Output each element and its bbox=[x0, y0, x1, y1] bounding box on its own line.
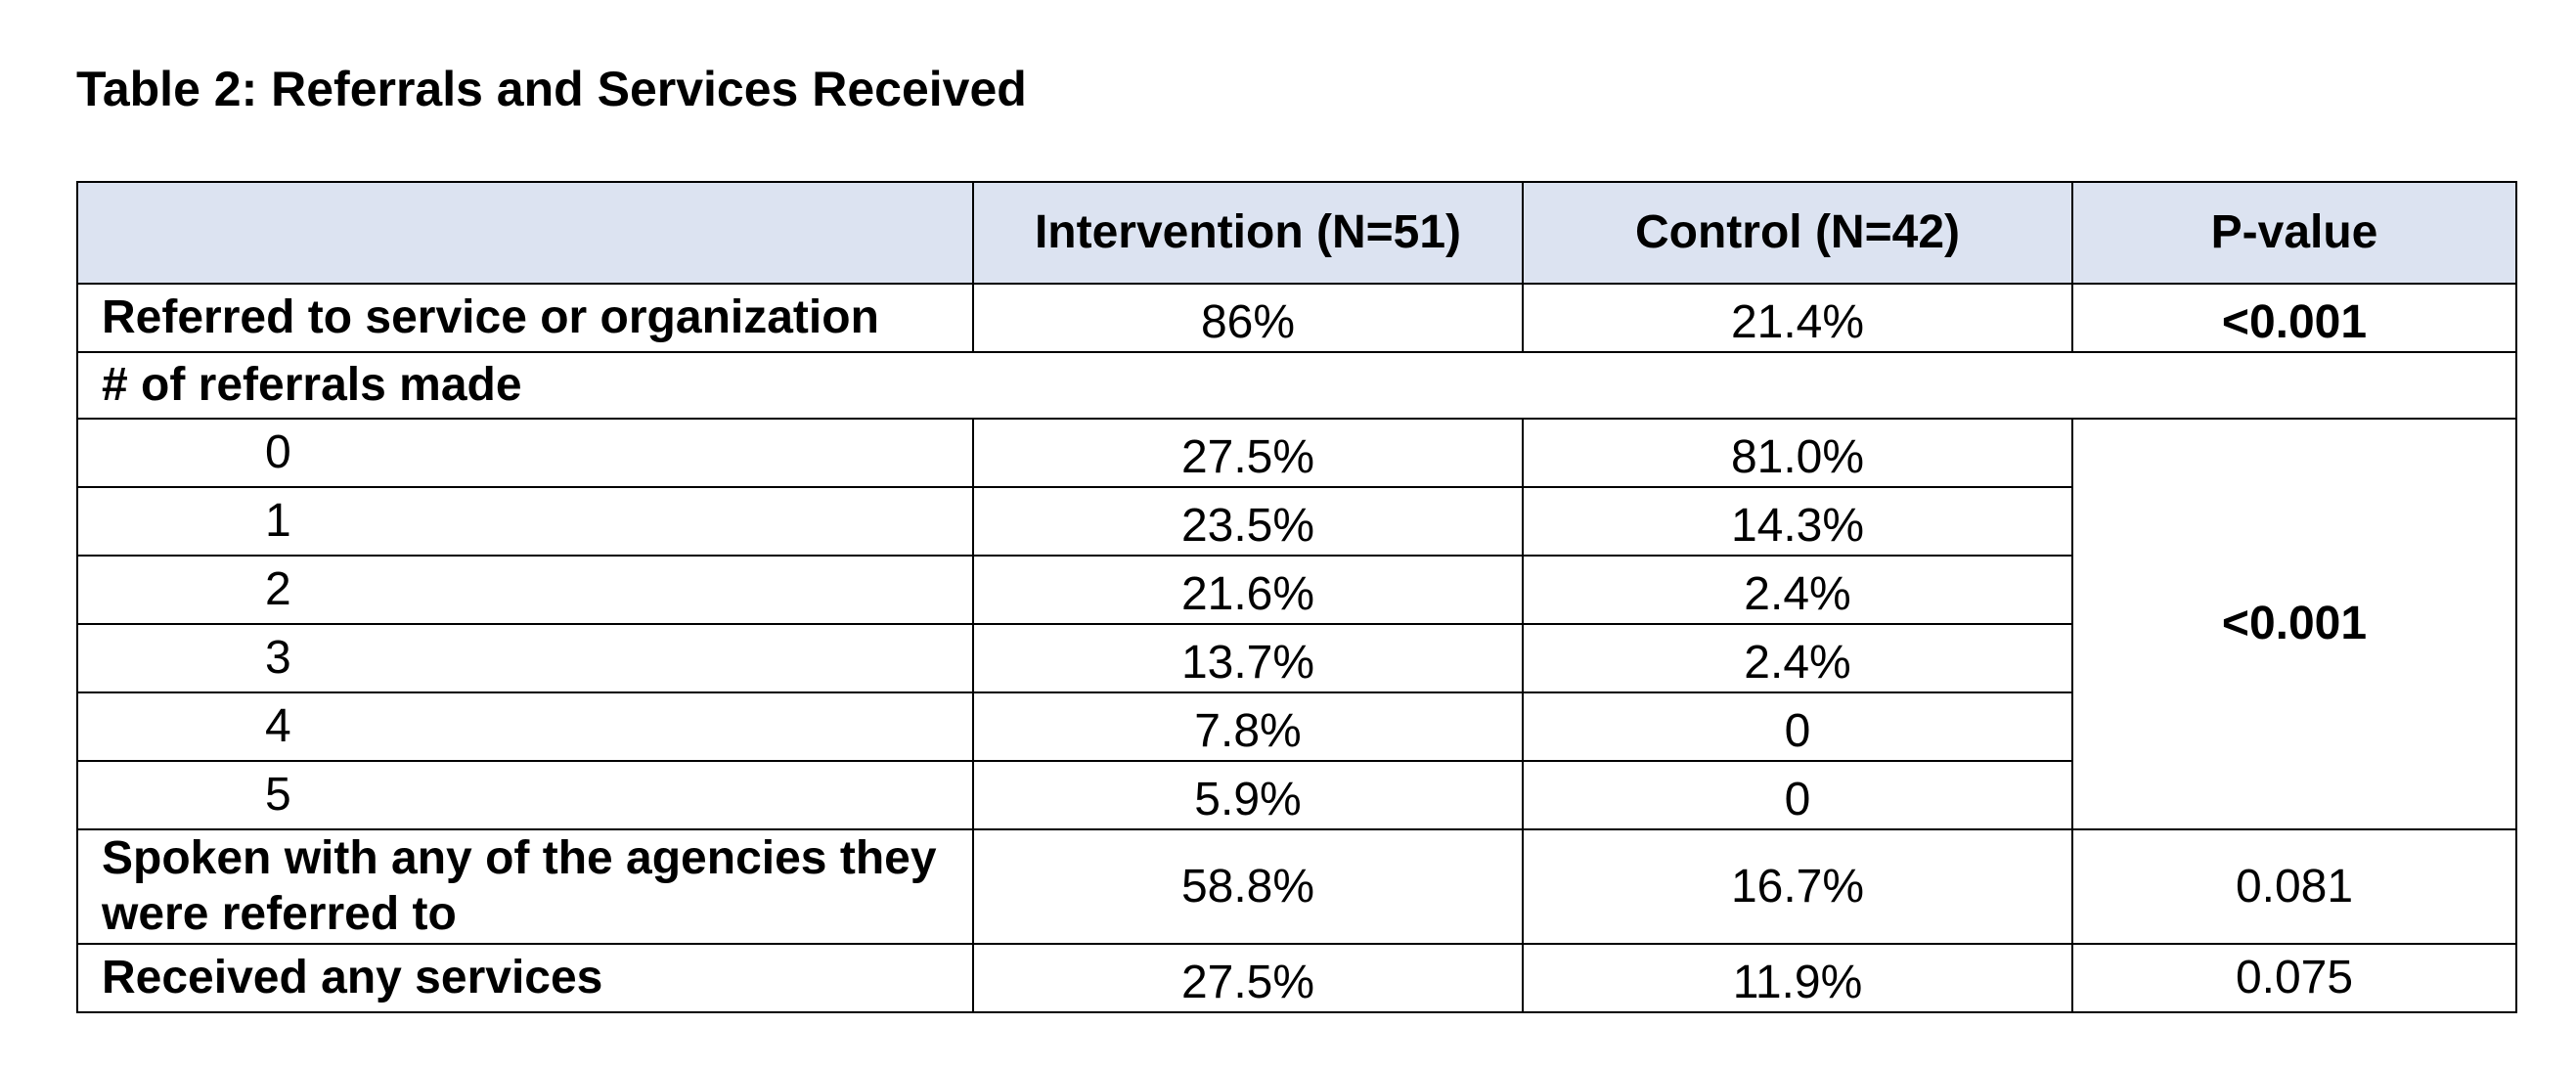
referrals-table: Intervention (N=51) Control (N=42) P-val… bbox=[76, 181, 2517, 1013]
referral-count: 5 bbox=[76, 760, 974, 830]
header-row: Intervention (N=51) Control (N=42) P-val… bbox=[76, 181, 2517, 285]
table-row: 3 13.7% 2.4% bbox=[76, 623, 2516, 693]
table-row: 2 21.6% 2.4% bbox=[76, 555, 2516, 625]
referral-count: 4 bbox=[76, 691, 974, 762]
table-row-spoken: Spoken with any of the agencies they wer… bbox=[76, 828, 2517, 945]
referral-count: 3 bbox=[76, 623, 974, 693]
cell-control: 16.7% bbox=[1522, 828, 2073, 945]
cell-intervention: 86% bbox=[972, 283, 1524, 353]
referral-count: 0 bbox=[76, 418, 974, 488]
cell-intervention: 21.6% bbox=[972, 555, 1524, 625]
cell-pvalue: 0.075 bbox=[2071, 943, 2517, 1013]
cell-intervention: 27.5% bbox=[972, 418, 1524, 488]
table-row: 1 23.5% 14.3% bbox=[76, 486, 2516, 557]
cell-pvalue: 0.081 bbox=[2071, 828, 2517, 945]
row-label: Spoken with any of the agencies they wer… bbox=[76, 828, 974, 945]
header-cell-blank bbox=[76, 181, 974, 285]
cell-intervention: 7.8% bbox=[972, 691, 1524, 762]
cell-intervention: 5.9% bbox=[972, 760, 1524, 830]
row-label: Referred to service or organization bbox=[76, 283, 974, 353]
cell-intervention: 23.5% bbox=[972, 486, 1524, 557]
section-row-referrals: # of referrals made bbox=[76, 351, 2517, 420]
table-row: 0 27.5% 81.0% <0.001 bbox=[76, 418, 2517, 830]
header-cell-pvalue: P-value bbox=[2071, 181, 2517, 285]
table-caption: Table 2: Referrals and Services Received bbox=[76, 62, 1027, 116]
cell-control: 81.0% bbox=[1522, 418, 2073, 488]
cell-control: 2.4% bbox=[1522, 555, 2073, 625]
cell-control: 11.9% bbox=[1522, 943, 2073, 1013]
cell-intervention: 27.5% bbox=[972, 943, 1524, 1013]
cell-intervention: 13.7% bbox=[972, 623, 1524, 693]
table-row: 5 5.9% 0 bbox=[76, 760, 2516, 830]
table-row-referred: Referred to service or organization 86% … bbox=[76, 283, 2517, 353]
cell-pvalue: <0.001 bbox=[2071, 283, 2517, 353]
cell-control: 14.3% bbox=[1522, 486, 2073, 557]
cell-pvalue-merged: <0.001 bbox=[2071, 418, 2517, 830]
referral-count: 1 bbox=[76, 486, 974, 557]
section-label: # of referrals made bbox=[76, 351, 2517, 420]
cell-control: 0 bbox=[1522, 691, 2073, 762]
row-label: Received any services bbox=[76, 943, 974, 1013]
header-cell-intervention: Intervention (N=51) bbox=[972, 181, 1524, 285]
referral-count: 2 bbox=[76, 555, 974, 625]
cell-intervention: 58.8% bbox=[972, 828, 1524, 945]
cell-control: 0 bbox=[1522, 760, 2073, 830]
header-cell-control: Control (N=42) bbox=[1522, 181, 2073, 285]
cell-control: 21.4% bbox=[1522, 283, 2073, 353]
table-row: 4 7.8% 0 bbox=[76, 691, 2516, 762]
table-row-received: Received any services 27.5% 11.9% 0.075 bbox=[76, 943, 2517, 1013]
cell-control: 2.4% bbox=[1522, 623, 2073, 693]
